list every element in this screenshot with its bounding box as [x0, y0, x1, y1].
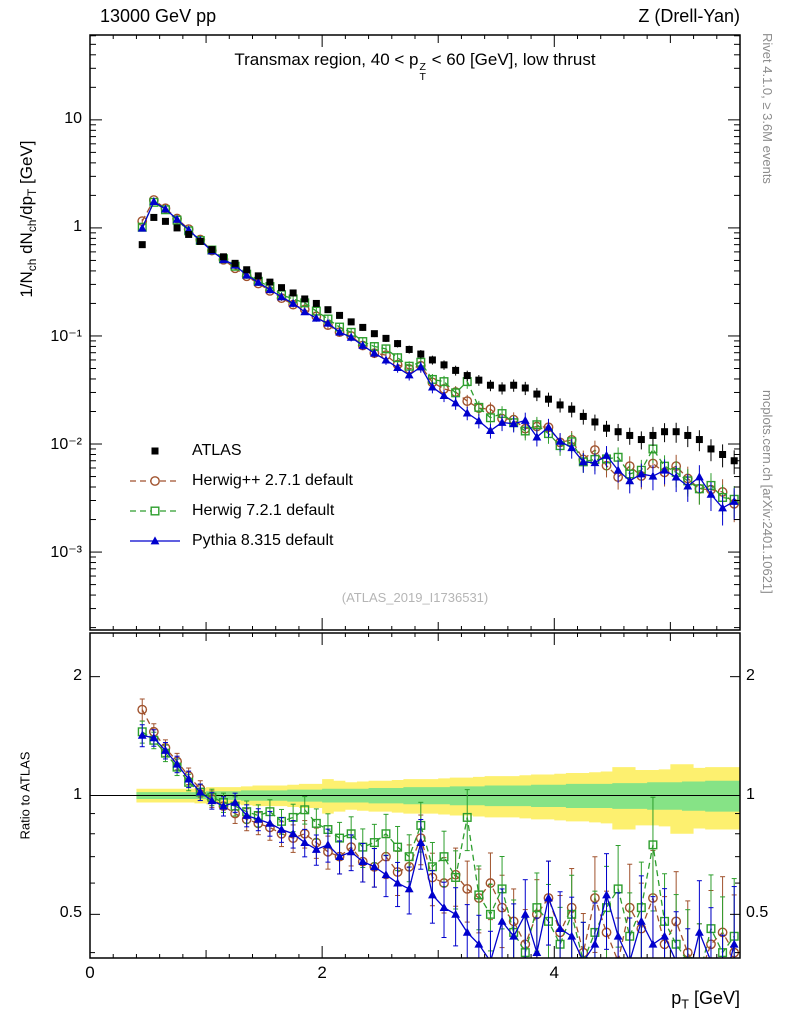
panel-title-suffix: < 60 [GeV], low thrust	[426, 50, 596, 69]
series-line	[141, 199, 735, 505]
panel-title-prefix: Transmax region, 40 <	[234, 50, 410, 69]
ylabel-part: [GeV]	[16, 140, 36, 189]
ratio-panel-frame	[89, 632, 741, 959]
atlas-marker-icon	[151, 447, 159, 455]
legend-item-herwig7: Herwig 7.2.1 default	[128, 496, 353, 526]
header-beam-energy: 13000 GeV pp	[100, 6, 217, 26]
series-line	[141, 200, 735, 509]
panel-title-sup: Z	[419, 60, 426, 73]
xlabel-p: p	[671, 988, 682, 1008]
legend-item-herwigpp: Herwig++ 2.7.1 default	[128, 466, 353, 496]
ylabel-sub: T	[25, 188, 40, 196]
herwig7-marker-icon	[130, 506, 180, 516]
analysis-id-watermark: (ATLAS_2019_I1736531)	[341, 590, 489, 605]
uncertainty-band	[136, 780, 740, 812]
legend-item-atlas: ATLAS	[128, 436, 353, 466]
herwigpp-marker-icon	[130, 476, 180, 486]
legend-label: Herwig 7.2.1 default	[192, 502, 335, 519]
x-axis-label: pT [GeV]	[671, 988, 740, 1011]
series-line	[141, 201, 735, 500]
ylabel-sub: ch	[25, 258, 40, 272]
main-panel-frame	[89, 34, 741, 631]
header-process: Z (Drell-Yan)	[638, 6, 740, 26]
legend-label: ATLAS	[192, 442, 242, 459]
y-axis-label-ratio: Ratio to ATLAS	[17, 751, 33, 840]
legend-label: Pythia 8.315 default	[192, 532, 334, 549]
ylabel-part: 1/N	[16, 271, 36, 298]
ylabel-sub: ch	[25, 219, 40, 233]
panel-title-sub: T	[419, 71, 426, 84]
legend-label: Herwig++ 2.7.1 default	[192, 472, 353, 489]
ratio-line	[141, 709, 735, 958]
panel-title-p: p	[409, 50, 419, 69]
ylabel-part: dN	[16, 232, 36, 259]
pythia-marker-icon	[130, 536, 180, 545]
legend-item-pythia: Pythia 8.315 default	[128, 526, 353, 556]
y-axis-label-main: 1/Nch dNch/dpT [GeV]	[17, 69, 39, 369]
ylabel-part: /dp	[16, 195, 36, 220]
xlabel-unit: [GeV]	[688, 988, 740, 1008]
ratio-line	[141, 731, 735, 958]
xlabel-sub: T	[681, 997, 689, 1012]
mcplots-arxiv-note: mcplots.cern.ch [arXiv:2401.10621]	[760, 390, 775, 594]
ratio-line	[142, 734, 735, 958]
legend: ATLAS Herwig++ 2.7.1 default Herwig 7.2.…	[128, 436, 353, 556]
rivet-version-note: Rivet 4.1.0, ≥ 3.6M events	[760, 33, 775, 184]
